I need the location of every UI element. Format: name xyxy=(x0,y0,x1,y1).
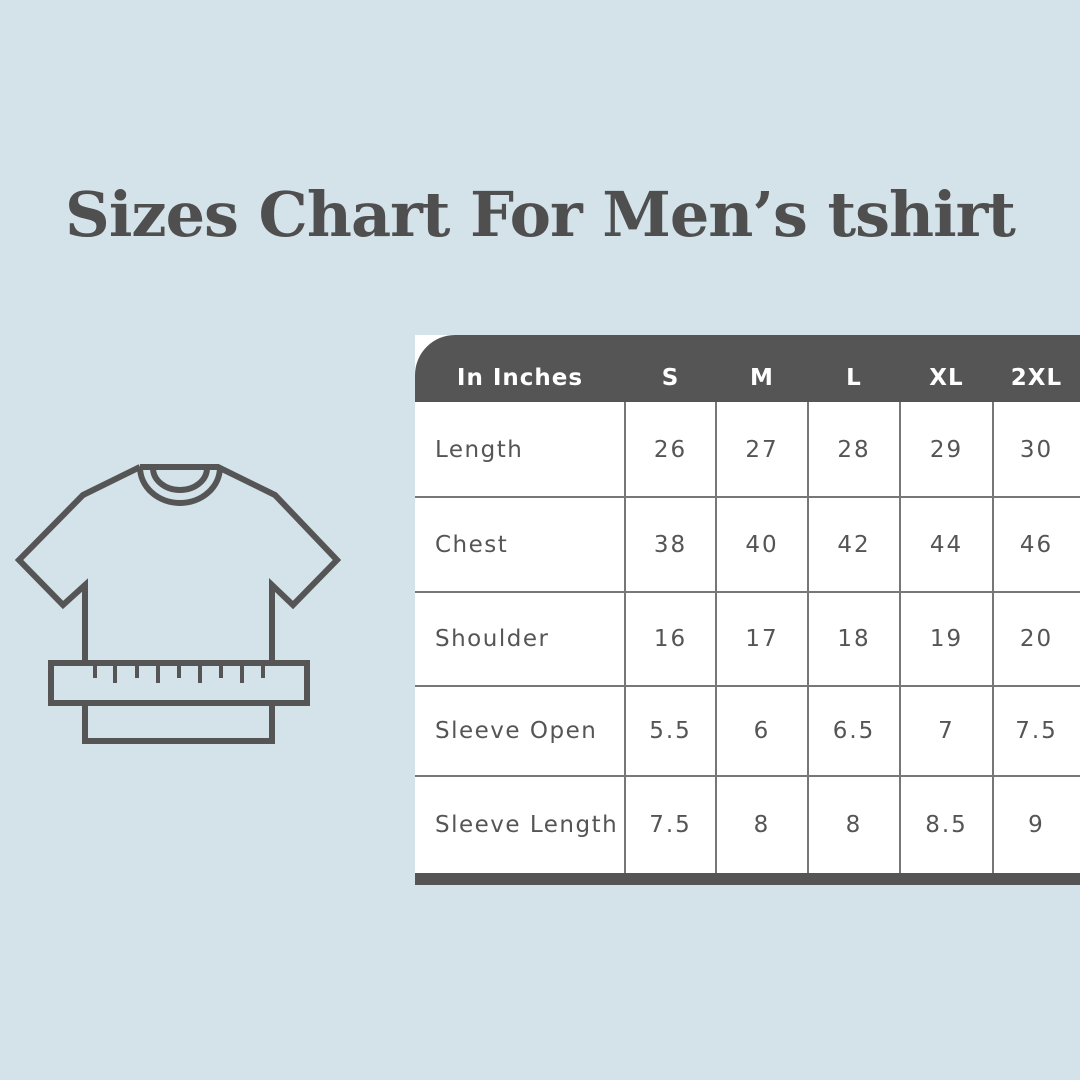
table-cell: 5.5 xyxy=(649,718,692,744)
column-divider xyxy=(624,402,626,873)
row-divider xyxy=(415,685,1080,687)
table-cell: 16 xyxy=(653,626,688,652)
table-cell: 19 xyxy=(929,626,964,652)
row-divider xyxy=(415,775,1080,777)
column-divider xyxy=(992,402,994,873)
table-cell: 8 xyxy=(753,811,771,838)
header-cell: 2XL xyxy=(1010,365,1063,391)
table-cell: 40 xyxy=(745,531,779,558)
column-divider xyxy=(807,402,809,873)
table-cell: 26 xyxy=(653,436,688,463)
table-cell: 44 xyxy=(929,531,964,558)
header-cell: M xyxy=(750,365,774,391)
table-cell: 6.5 xyxy=(832,718,876,744)
row-label: Sleeve Length xyxy=(435,811,619,838)
row-label: Shoulder xyxy=(435,626,550,652)
header-cell: In Inches xyxy=(456,365,584,391)
row-label: Sleeve Open xyxy=(435,718,598,744)
table-cell: 27 xyxy=(745,436,779,463)
table-cell: 38 xyxy=(653,531,688,558)
table-cell: 18 xyxy=(837,626,871,652)
table-cell: 7.5 xyxy=(649,811,692,838)
size-table: In Inches S M L XL 2XL Length 26 27 28 29 30 Chest 3… xyxy=(415,335,1080,885)
table-cell: 6 xyxy=(753,718,771,744)
table-footer-bar xyxy=(415,873,1080,885)
table-cell: 8.5 xyxy=(925,811,968,838)
page-title: Sizes Chart For Men’s tshirt xyxy=(65,178,1016,251)
table-cell: 20 xyxy=(1019,626,1054,652)
row-divider xyxy=(415,591,1080,593)
header-cell: XL xyxy=(929,365,964,391)
column-divider xyxy=(899,402,901,873)
table-cell: 29 xyxy=(929,436,964,463)
row-divider xyxy=(415,496,1080,498)
table-cell: 46 xyxy=(1019,531,1054,558)
row-label: Chest xyxy=(435,531,509,558)
column-divider xyxy=(715,402,717,873)
table-cell: 42 xyxy=(837,531,871,558)
row-label: Length xyxy=(435,436,524,463)
table-cell: 28 xyxy=(837,436,871,463)
table-cell: 7.5 xyxy=(1015,718,1058,744)
tshirt-measure-icon xyxy=(14,464,342,744)
table-cell: 8 xyxy=(845,811,863,838)
table-cell: 30 xyxy=(1019,436,1054,463)
table-cell: 9 xyxy=(1028,811,1045,838)
header-cell: S xyxy=(661,365,680,391)
header-cell: L xyxy=(846,365,862,391)
table-cell: 7 xyxy=(938,718,955,744)
table-header: In Inches S M L XL 2XL xyxy=(415,335,1080,402)
table-cell: 17 xyxy=(745,626,779,652)
